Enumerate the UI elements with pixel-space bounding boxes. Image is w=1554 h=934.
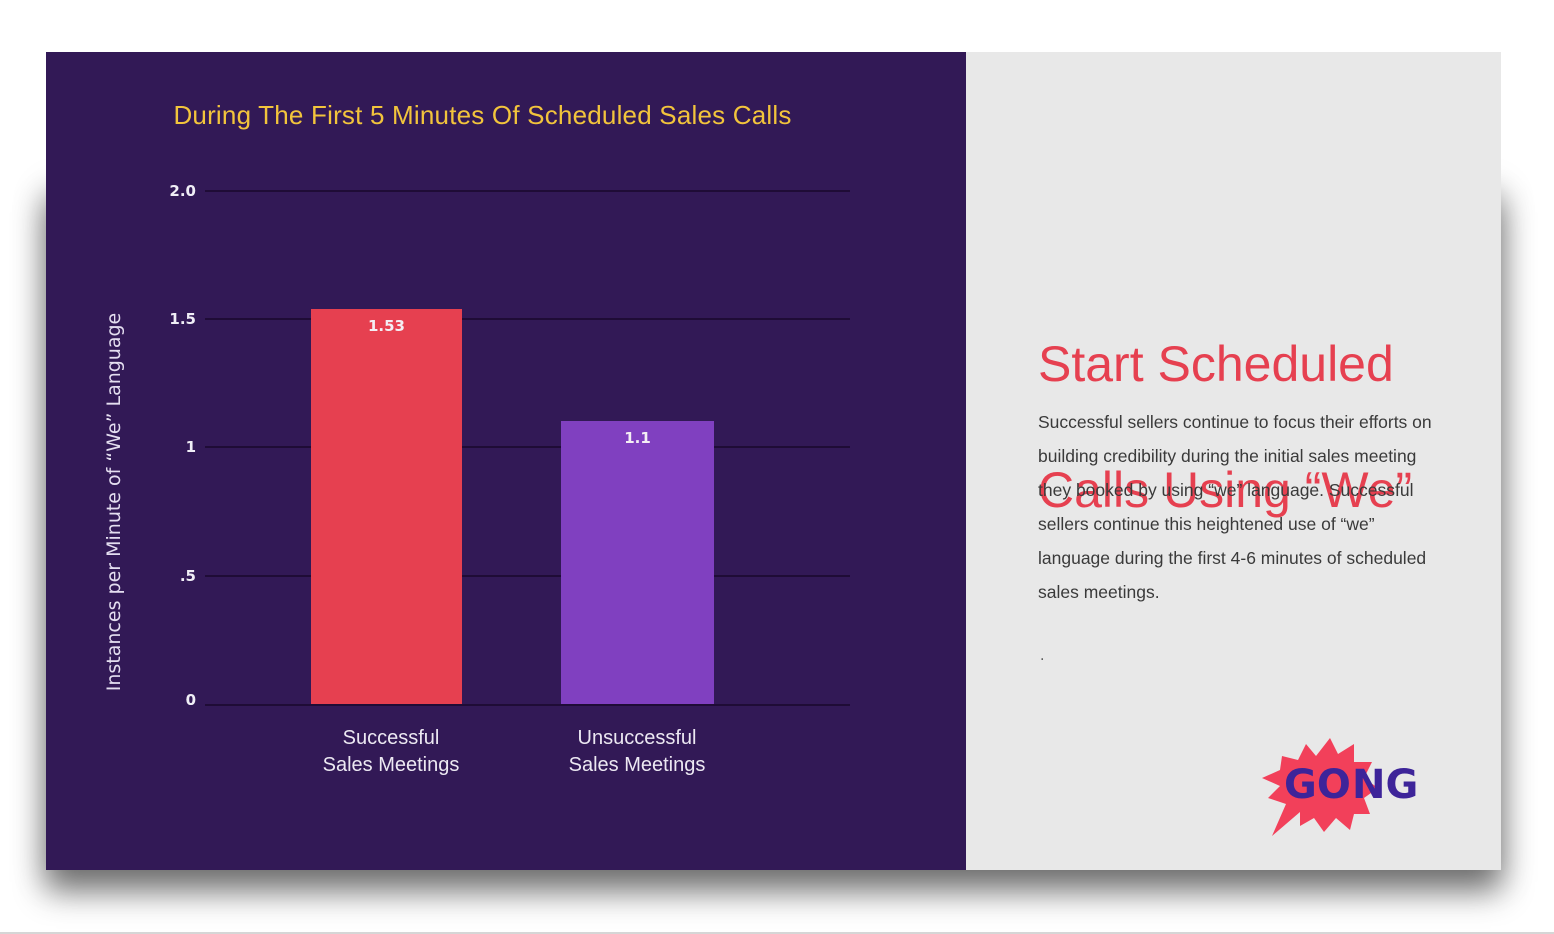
chart-panel: During The First 5 Minutes Of Scheduled … (46, 52, 966, 870)
bar-value-label: 1.53 (367, 317, 405, 335)
headline-line: Start Scheduled (1038, 336, 1394, 392)
logo-text-ng: NG (1352, 762, 1418, 808)
gridline-1-5 (205, 318, 850, 320)
category-label-successful: Successful Sales Meetings (281, 725, 501, 779)
y-tick-label: .5 (179, 567, 196, 585)
y-tick-label: 1.5 (169, 310, 196, 328)
burst-icon: GO NG (1262, 738, 1418, 836)
bar-value-label: 1.1 (624, 429, 651, 447)
y-tick-label: 2.0 (169, 182, 196, 200)
bar-successful: 1.53 (311, 309, 462, 705)
headline: Start Scheduled Calls Using “We” (1038, 270, 1412, 585)
category-label-line: Sales Meetings (568, 754, 706, 776)
headline-line: Calls Using “We” (1038, 462, 1413, 518)
category-label-line: Successful (342, 727, 440, 749)
plot-area: 2.0 1.5 1 .5 0 1.53 1.1 Successful Sales… (46, 52, 966, 870)
category-label-unsuccessful: Unsuccessful Sales Meetings (527, 725, 747, 779)
y-tick-label: 1 (185, 438, 196, 456)
gridline-1 (205, 446, 850, 448)
trailing-dot: . (1040, 648, 1045, 664)
category-label-line: Sales Meetings (322, 754, 460, 776)
baseline-0 (205, 704, 850, 706)
logo-text-go: GO (1284, 762, 1351, 808)
y-tick-label: 0 (185, 691, 196, 709)
text-panel: Start Scheduled Calls Using “We” Success… (966, 52, 1501, 870)
bottom-divider (0, 932, 1554, 934)
body-text: Successful sellers continue to focus the… (1038, 412, 1432, 602)
gridline-2 (205, 190, 850, 192)
gridline-0-5 (205, 575, 850, 577)
slide-card: During The First 5 Minutes Of Scheduled … (46, 52, 1501, 870)
gong-logo: GO NG (1260, 732, 1430, 837)
chart-title: During The First 5 Minutes Of Scheduled … (173, 100, 792, 130)
bar-unsuccessful: 1.1 (561, 421, 714, 705)
category-label-line: Unsuccessful (577, 727, 697, 749)
